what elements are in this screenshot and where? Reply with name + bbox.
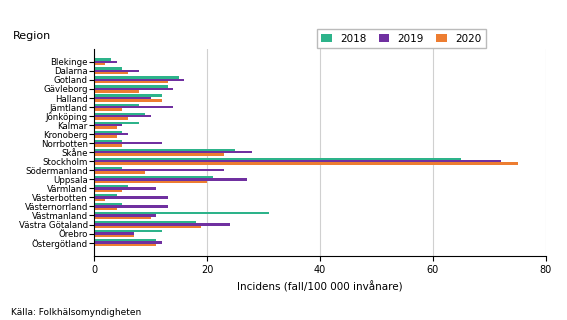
- Bar: [94, 79, 184, 81]
- Bar: [94, 68, 122, 70]
- Bar: [94, 85, 167, 88]
- Bar: [94, 104, 139, 106]
- Bar: [94, 163, 518, 165]
- Bar: [94, 244, 156, 246]
- Bar: [94, 217, 151, 219]
- Bar: [94, 135, 117, 138]
- Bar: [94, 230, 162, 232]
- Bar: [94, 194, 117, 196]
- Bar: [94, 113, 145, 115]
- Bar: [94, 106, 173, 108]
- Legend: 2018, 2019, 2020: 2018, 2019, 2020: [317, 29, 485, 48]
- Bar: [94, 203, 122, 205]
- Bar: [94, 72, 128, 75]
- Bar: [94, 232, 134, 235]
- Bar: [94, 99, 162, 101]
- Text: Källa: Folkhälsomyndigheten: Källa: Folkhälsomyndigheten: [11, 308, 142, 317]
- Bar: [94, 158, 461, 160]
- Bar: [94, 70, 139, 72]
- Text: Region: Region: [13, 31, 51, 41]
- Bar: [94, 241, 162, 244]
- Bar: [94, 185, 128, 187]
- Bar: [94, 205, 167, 208]
- Bar: [94, 180, 207, 183]
- Bar: [94, 176, 213, 178]
- Bar: [94, 160, 501, 163]
- Bar: [94, 189, 122, 192]
- Bar: [94, 115, 151, 117]
- Bar: [94, 144, 122, 147]
- Bar: [94, 140, 122, 142]
- Bar: [94, 196, 167, 199]
- Bar: [94, 208, 117, 210]
- Bar: [94, 63, 105, 65]
- Bar: [94, 212, 269, 214]
- Bar: [94, 122, 139, 124]
- Bar: [94, 142, 162, 144]
- Bar: [94, 187, 156, 189]
- Bar: [94, 223, 230, 226]
- Bar: [94, 169, 224, 172]
- Bar: [94, 81, 167, 84]
- X-axis label: Incidens (fall/100 000 invånare): Incidens (fall/100 000 invånare): [237, 281, 403, 292]
- Bar: [94, 94, 162, 97]
- Bar: [94, 214, 156, 217]
- Bar: [94, 58, 111, 61]
- Bar: [94, 117, 128, 120]
- Bar: [94, 167, 122, 169]
- Bar: [94, 199, 105, 201]
- Bar: [94, 108, 122, 111]
- Bar: [94, 178, 247, 180]
- Bar: [94, 133, 128, 135]
- Bar: [94, 149, 235, 151]
- Bar: [94, 226, 201, 228]
- Bar: [94, 97, 151, 99]
- Bar: [94, 90, 139, 92]
- Bar: [94, 131, 122, 133]
- Bar: [94, 151, 252, 153]
- Bar: [94, 239, 156, 241]
- Bar: [94, 153, 224, 156]
- Bar: [94, 172, 145, 174]
- Bar: [94, 76, 179, 79]
- Bar: [94, 126, 117, 129]
- Bar: [94, 235, 134, 237]
- Bar: [94, 88, 173, 90]
- Bar: [94, 61, 117, 63]
- Bar: [94, 124, 122, 126]
- Bar: [94, 221, 196, 223]
